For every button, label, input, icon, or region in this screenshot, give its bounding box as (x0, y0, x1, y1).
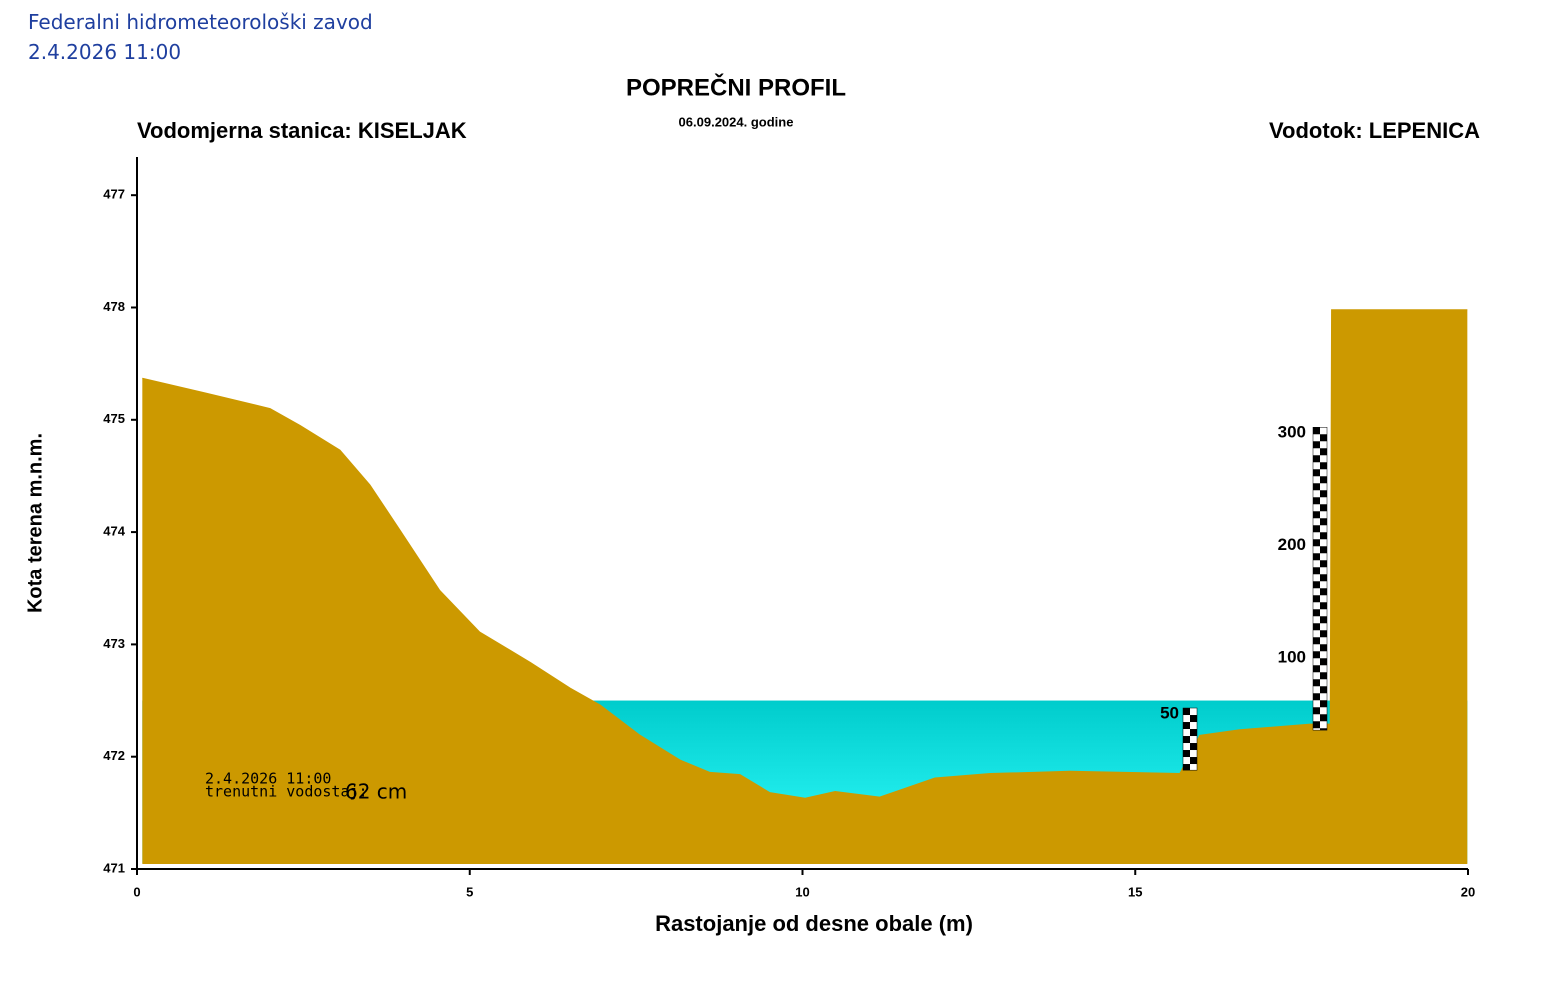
staff-gauge-upper-cell (1313, 637, 1320, 645)
staff-gauge-upper-cell (1320, 616, 1327, 624)
x-tick-label: 0 (133, 884, 140, 899)
staff-gauge-upper-cell (1320, 714, 1327, 722)
staff-gauge-upper-cell (1313, 469, 1320, 477)
staff-label: 50 (1160, 704, 1179, 723)
staff-gauge-lower-cell (1183, 722, 1190, 730)
staff-gauge-lower-cell (1190, 729, 1197, 737)
staff-gauge-lower-cell (1183, 736, 1190, 744)
river: Vodotok: LEPENICA (1269, 118, 1480, 143)
staff-gauge-upper-cell (1320, 574, 1327, 582)
x-axis-label: Rastojanje od desne obale (m) (655, 911, 973, 936)
staff-gauge-upper-cell (1320, 672, 1327, 680)
y-tick-label: 478 (103, 299, 125, 314)
staff-gauge-upper-cell (1313, 497, 1320, 505)
staff-gauge-upper-cell (1320, 546, 1327, 554)
staff-gauge-upper-cell (1320, 504, 1327, 512)
staff-gauge-upper-cell (1320, 448, 1327, 456)
staff-gauge-lower-cell (1190, 743, 1197, 751)
staff-gauge-upper-cell (1320, 728, 1327, 731)
staff-gauge-lower-cell (1183, 764, 1190, 771)
x-tick-label: 15 (1128, 884, 1142, 899)
staff-gauge-upper-cell (1313, 525, 1320, 533)
staff-gauge-lower-cell (1190, 715, 1197, 723)
staff-gauge-lower-cell (1183, 708, 1190, 716)
staff-gauge-lower-cell (1183, 750, 1190, 758)
terrain-line (142, 309, 1468, 799)
staff-gauge-upper-cell (1320, 658, 1327, 666)
staff-gauge-upper-cell (1320, 476, 1327, 484)
current-level: 62 cm (345, 780, 407, 804)
staff-gauge-upper-cell (1313, 511, 1320, 519)
y-tick-label: 474 (103, 524, 125, 539)
staff-gauge-upper-cell (1320, 588, 1327, 596)
x-tick-label: 10 (795, 884, 809, 899)
staff-gauge-upper-cell (1320, 686, 1327, 694)
staff-gauge-upper-cell (1313, 623, 1320, 631)
staff-gauge-upper-cell (1313, 651, 1320, 659)
staff-gauge-upper-cell (1320, 518, 1327, 526)
staff-gauge-upper-cell (1320, 532, 1327, 540)
staff-gauge-upper-cell (1313, 553, 1320, 561)
staff-label: 200 (1278, 535, 1306, 554)
staff-gauge-upper-cell (1313, 609, 1320, 617)
staff-gauge-upper-cell (1320, 630, 1327, 638)
staff-gauge-upper-cell (1313, 567, 1320, 575)
y-tick-label: 471 (103, 860, 125, 875)
timestamp: 2.4.2026 11:00 (28, 40, 182, 64)
staff-gauge-upper-cell (1320, 700, 1327, 708)
staff-gauge-upper-cell (1320, 644, 1327, 652)
chart-subtitle: 06.09.2024. godine (679, 114, 794, 129)
staff-gauge-upper-cell (1313, 427, 1320, 435)
staff-gauge-upper-cell (1313, 679, 1320, 687)
x-tick-label: 5 (466, 884, 473, 899)
current-text: trenutni vodostaj: (205, 783, 368, 801)
current-time: 2.4.2026 11:00 (205, 770, 331, 788)
terrain-fill (142, 309, 1468, 864)
staff-gauge-upper-cell (1320, 434, 1327, 442)
staff-gauge-upper-cell (1320, 602, 1327, 610)
staff-gauge-upper-cell (1313, 483, 1320, 491)
chart-title: POPREČNI PROFIL (626, 73, 846, 101)
y-axis-label: Kota terena m.n.m. (24, 433, 46, 613)
staff-gauge-upper-cell (1313, 581, 1320, 589)
staff-label: 100 (1278, 647, 1306, 666)
y-tick-label: 475 (103, 411, 125, 426)
staff-gauge-upper-cell (1313, 707, 1320, 715)
staff-gauge-upper-cell (1313, 455, 1320, 463)
y-tick-label: 473 (103, 636, 125, 651)
staff-gauge-upper-cell (1320, 560, 1327, 568)
x-tick-label: 20 (1461, 884, 1475, 899)
staff-gauge-upper-cell (1320, 462, 1327, 470)
staff-gauge-upper-cell (1313, 721, 1320, 729)
organization: Federalni hidrometeorološki zavod (28, 10, 373, 34)
staff-gauge-upper-cell (1313, 665, 1320, 673)
staff-gauge-lower-cell (1190, 757, 1197, 765)
staff-gauge-upper-cell (1320, 490, 1327, 498)
y-tick-label: 477 (103, 187, 125, 202)
station: Vodomjerna stanica: KISELJAK (137, 118, 467, 143)
staff-gauge-upper-cell (1313, 539, 1320, 547)
staff-label: 300 (1278, 423, 1306, 442)
staff-gauge-upper-cell (1313, 595, 1320, 603)
staff-gauge-upper-cell (1313, 693, 1320, 701)
staff-gauge-upper-cell (1313, 441, 1320, 449)
y-tick-label: 472 (103, 748, 125, 763)
